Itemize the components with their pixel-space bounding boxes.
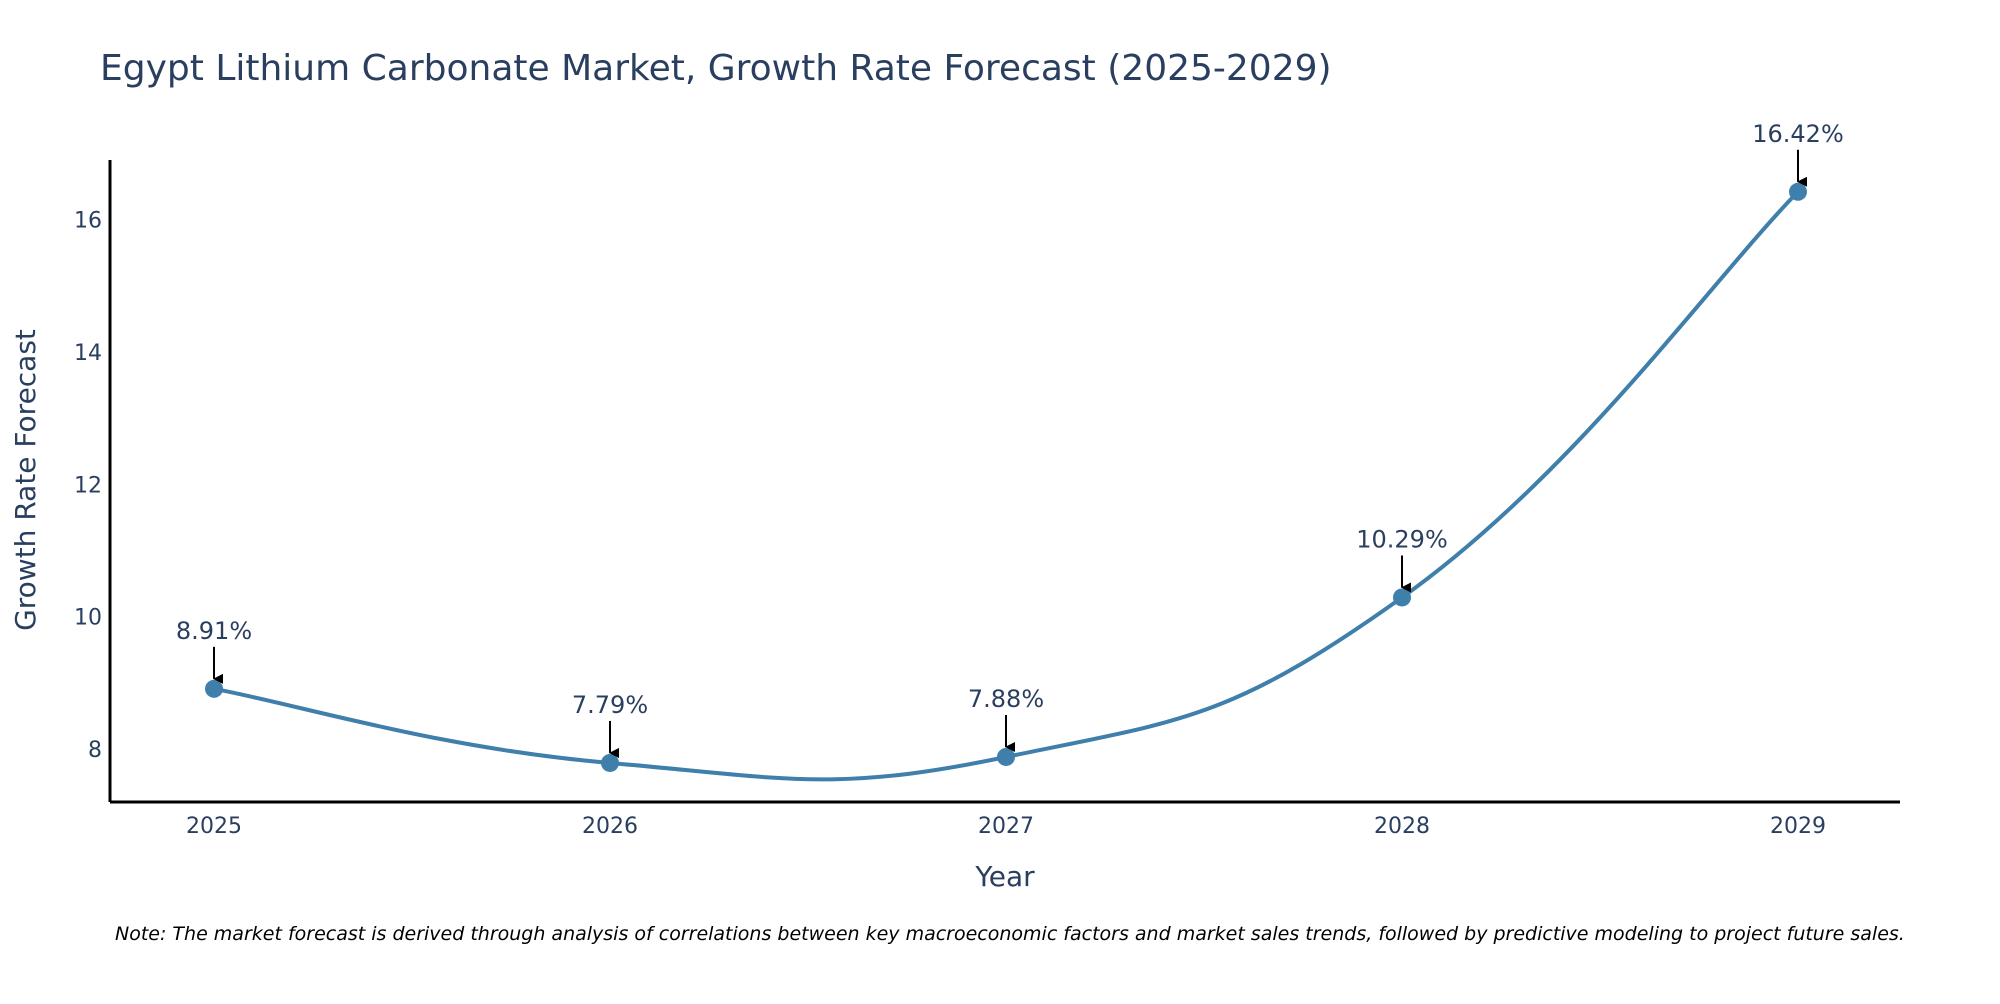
axes <box>108 160 1900 804</box>
data-markers <box>205 182 1807 772</box>
x-tick-label-2028: 2028 <box>1374 814 1430 839</box>
data-label-2029: 16.42% <box>1752 120 1844 148</box>
data-label-2026: 7.79% <box>572 691 648 719</box>
data-label-2025: 8.91% <box>176 617 252 645</box>
data-point-2025 <box>205 679 223 698</box>
x-tick-label-2027: 2027 <box>978 814 1034 839</box>
data-point-2026 <box>601 753 619 772</box>
chart-title: Egypt Lithium Carbonate Market, Growth R… <box>100 48 1332 89</box>
series-line <box>213 190 1800 782</box>
x-tick-label-2029: 2029 <box>1770 814 1826 839</box>
y-tick-label-8: 8 <box>88 738 102 763</box>
y-tick-label-16: 16 <box>74 209 102 234</box>
y-tick-label-12: 12 <box>74 473 102 498</box>
data-point-2029 <box>1789 182 1807 201</box>
y-axis-ticks: 8 10 12 14 16 <box>74 209 102 763</box>
x-axis-ticks: 2025 2026 2027 2028 2029 <box>186 814 1826 839</box>
x-tick-label-2025: 2025 <box>186 814 242 839</box>
y-tick-label-14: 14 <box>74 341 102 366</box>
data-point-2028 <box>1393 588 1411 607</box>
data-label-2027: 7.88% <box>968 685 1044 713</box>
x-tick-label-2026: 2026 <box>582 814 638 839</box>
y-tick-label-10: 10 <box>74 606 102 631</box>
footnote: Note: The market forecast is derived thr… <box>115 923 1905 945</box>
data-annotations: 8.91% 7.79% 7.88% 10.29% 16.42% <box>176 120 1844 758</box>
x-axis-title: Year <box>974 860 1035 893</box>
data-label-2028: 10.29% <box>1356 525 1448 553</box>
y-axis-title: Growth Rate Forecast <box>9 329 42 631</box>
data-point-2027 <box>997 747 1015 766</box>
